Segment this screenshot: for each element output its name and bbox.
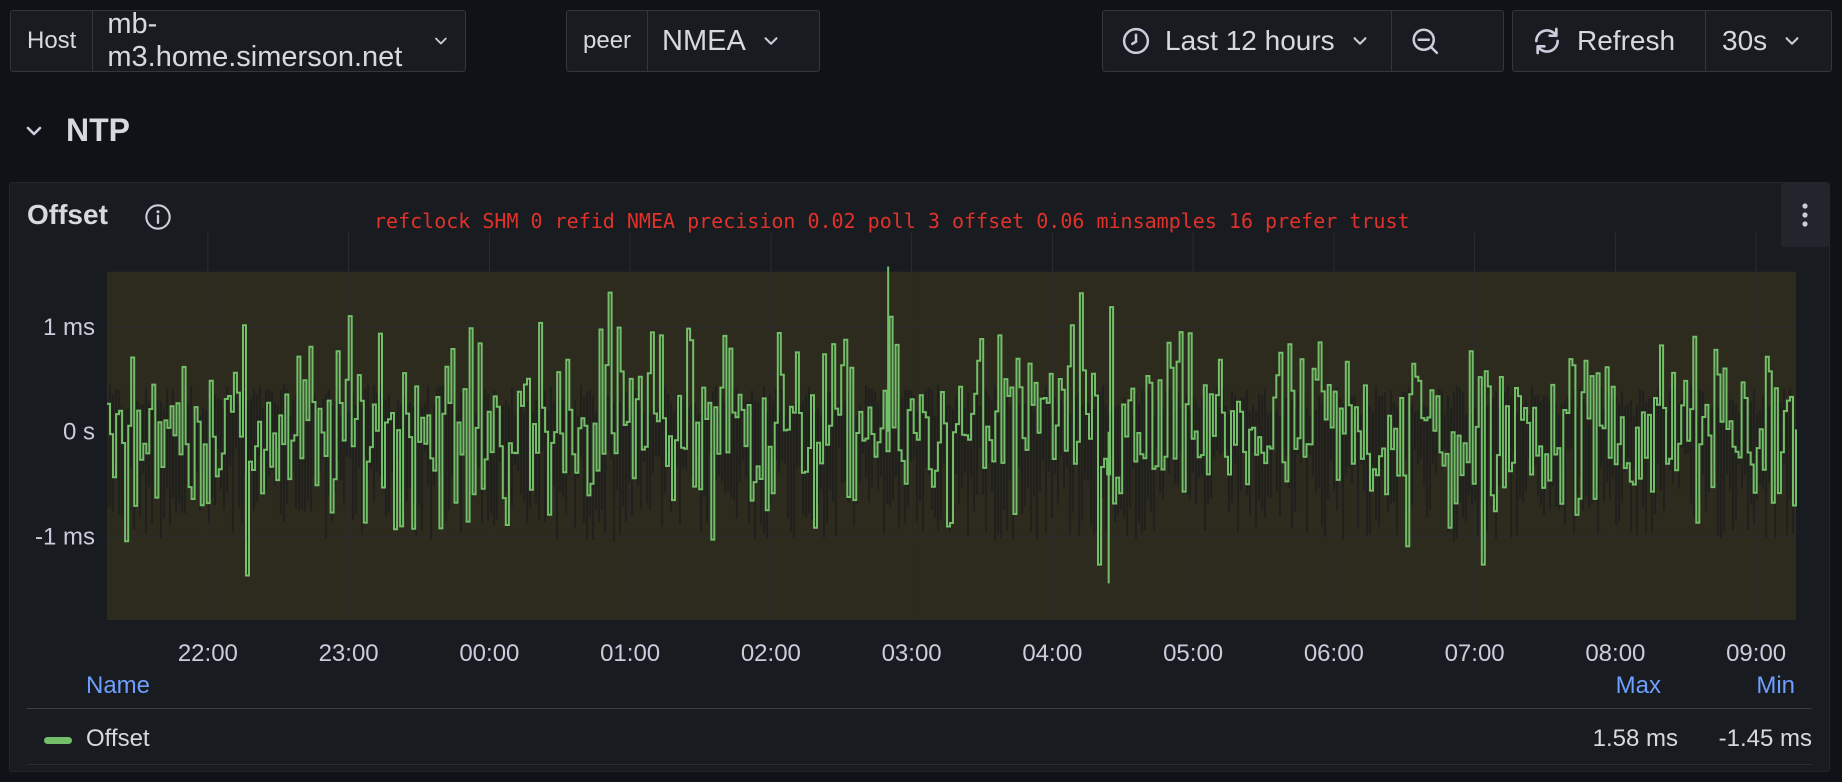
y-tick-label: 0 s [63,419,95,446]
legend-max-header[interactable]: Max [1615,672,1661,699]
x-tick-label: 05:00 [1163,640,1223,667]
legend-series-max: 1.58 ms [1592,725,1678,752]
time-picker-group: Last 12 hours [1102,10,1504,72]
time-range-picker[interactable]: Last 12 hours [1103,11,1391,71]
x-tick-label: 09:00 [1726,640,1786,667]
y-tick-label: -1 ms [35,523,95,550]
dashboard-toolbar: Host mb-m3.home.simerson.net peer NMEA L… [10,8,1832,74]
host-label: Host [11,11,94,71]
peer-select[interactable]: NMEA [648,11,796,71]
refresh-interval-picker[interactable]: 30s [1705,11,1819,71]
x-tick-label: 22:00 [178,640,238,667]
peer-label: peer [567,11,649,71]
offset-series-line [107,291,1797,577]
x-tick-label: 02:00 [741,640,801,667]
panel-title: Offset [27,199,108,230]
chevron-down-icon [764,37,778,45]
x-tick-label: 03:00 [882,640,942,667]
legend-name-header[interactable]: Name [86,672,151,699]
row-header-ntp[interactable]: NTP [22,112,130,149]
kebab-menu-icon [1802,203,1808,227]
series-color-swatch [44,737,72,744]
row-title: NTP [66,112,130,148]
x-tick-label: 23:00 [319,640,379,667]
panel-description: refclock SHM 0 refid NMEA precision 0.02… [374,209,1410,233]
legend-row-divider [27,764,1812,765]
refresh-label: Refresh [1577,25,1676,56]
legend-series-min: -1.45 ms [1718,725,1812,752]
peer-variable[interactable]: peer NMEA [566,10,820,72]
x-tick-label: 07:00 [1445,640,1505,667]
peer-value: NMEA [662,24,746,57]
legend-series-name: Offset [86,725,150,752]
legend-row[interactable]: Offset 1.58 ms -1.45 ms [27,713,1812,765]
chevron-down-icon [435,37,447,45]
info-icon[interactable] [144,203,172,231]
host-select[interactable]: mb-m3.home.simerson.net [93,8,465,73]
x-tick-label: 08:00 [1585,640,1645,667]
legend-min-header[interactable]: Min [1756,672,1795,699]
zoom-out-icon [1412,28,1439,55]
legend-divider [27,708,1812,709]
chevron-down-icon [26,126,42,135]
offset-chart[interactable]: 22:00 23:00 00:00 01:00 02:00 03:00 04:00 05:00… [10,183,1831,673]
x-tick-label: 00:00 [459,640,519,667]
host-value: mb-m3.home.simerson.net [107,8,403,73]
panel-menu-button[interactable] [1781,183,1829,247]
x-tick-label: 01:00 [600,640,660,667]
clock-icon [1122,27,1150,55]
x-tick-label: 04:00 [1022,640,1082,667]
refresh-group: Refresh 30s [1512,10,1832,72]
x-tick-label: 06:00 [1304,640,1364,667]
refresh-interval-value: 30s [1722,25,1768,56]
y-tick-label: 1 ms [43,314,95,341]
refresh-icon [1535,27,1559,55]
offset-panel: 22:00 23:00 00:00 01:00 02:00 03:00 04:00 05:00… [9,182,1830,772]
chevron-down-icon [1353,37,1367,45]
host-variable[interactable]: Host mb-m3.home.simerson.net [10,8,466,73]
legend-header: Name Max Min [10,672,1829,702]
refresh-button[interactable]: Refresh [1513,11,1705,71]
zoom-out-button[interactable] [1391,11,1458,71]
chevron-down-icon [1785,37,1799,45]
time-range-label: Last 12 hours [1165,25,1335,56]
